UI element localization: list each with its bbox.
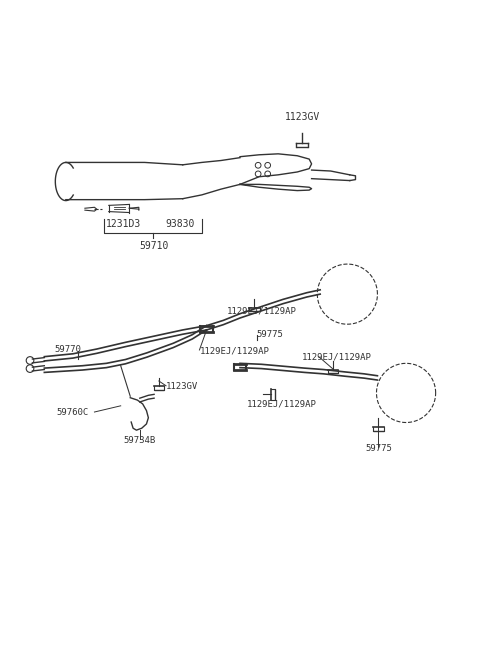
Text: 59770: 59770 [55,345,82,354]
Text: 1129EJ/1129AP: 1129EJ/1129AP [227,306,297,315]
Text: 59775: 59775 [257,330,284,339]
Text: 1129EJ/1129AP: 1129EJ/1129AP [199,346,269,355]
Text: 59775: 59775 [365,444,392,453]
Text: 1231D3: 1231D3 [106,219,141,229]
Text: 59760C: 59760C [57,409,89,417]
Text: 59710: 59710 [139,241,169,252]
Text: 93830: 93830 [166,219,195,229]
Text: 1129EJ/1129AP: 1129EJ/1129AP [302,353,372,361]
Text: 1123GV: 1123GV [285,112,320,122]
Text: 1123GV: 1123GV [166,382,198,391]
Text: 1129EJ/1129AP: 1129EJ/1129AP [247,399,317,409]
Text: 59734B: 59734B [124,436,156,445]
